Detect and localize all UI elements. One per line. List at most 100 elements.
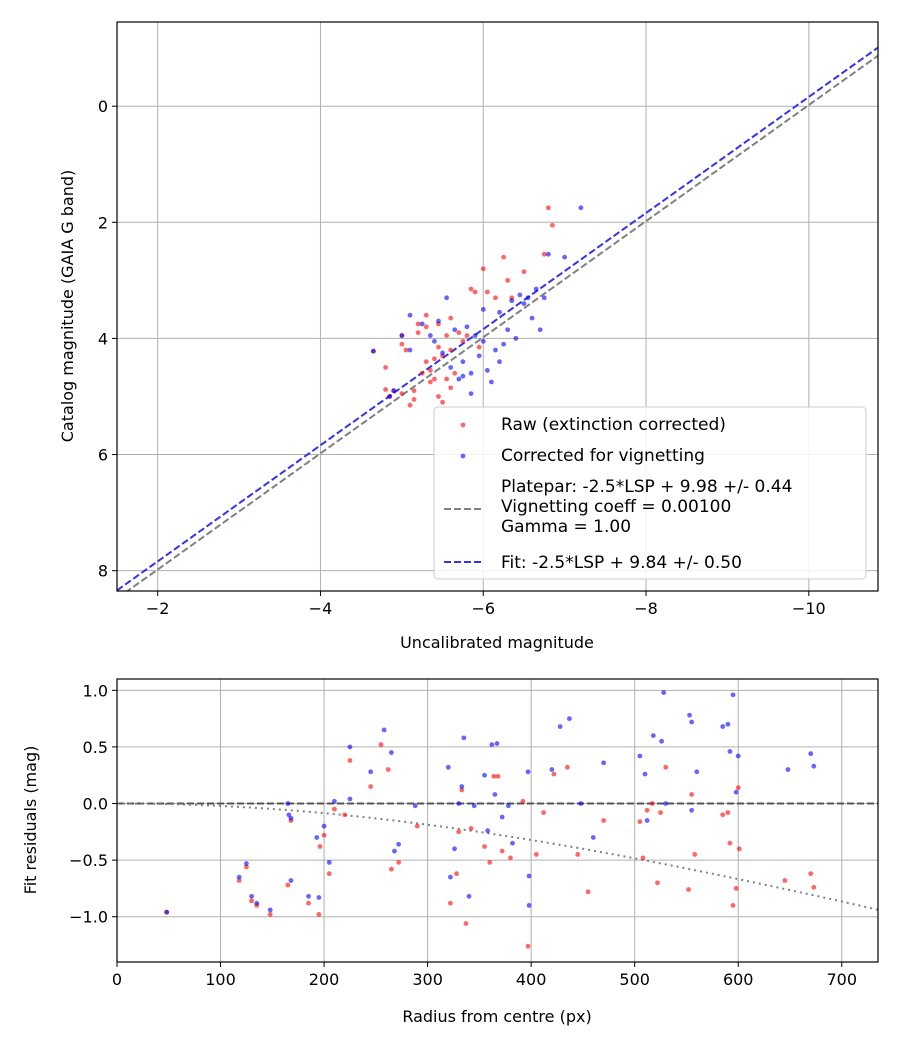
bottom-point-series-1 [644,818,650,823]
bottom-x-tick-label: 500 [619,970,650,989]
top-point-series-1 [448,365,454,370]
top-point-series-1 [537,327,543,333]
bottom-point-series-1 [578,801,584,806]
top-point-series-0 [423,312,429,318]
top-point-series-1 [370,348,376,354]
bottom-point-series-0 [644,807,650,813]
bottom-point-series-0 [663,764,669,770]
bottom-point-series-1 [267,907,273,913]
top-point-series-0 [541,251,547,257]
bottom-point-series-1 [735,753,741,759]
bottom-point-series-0 [396,859,402,865]
bottom-point-series-0 [725,810,731,815]
bottom-y-tick-label: −0.5 [69,851,108,870]
bottom-y-tick-label: 1.0 [83,681,108,700]
bottom-point-series-1 [347,744,353,750]
bottom-point-series-1 [456,801,462,806]
bottom-point-series-1 [244,861,249,866]
legend-box [433,406,867,580]
bottom-point-series-1 [164,909,170,915]
bottom-point-series-1 [485,828,491,834]
bottom-point-series-1 [494,741,500,746]
bottom-point-series-0 [244,864,249,870]
top-point-series-0 [423,324,429,330]
bottom-point-series-0 [692,852,698,857]
top-point-series-0 [415,321,421,327]
bottom-point-series-1 [725,721,731,727]
bottom-point-series-1 [499,814,505,820]
bottom-point-series-1 [661,690,667,695]
top-y-tick-label: 0 [98,97,108,116]
legend-entry-raw: Raw (extinction corrected) [501,415,726,435]
top-point-series-0 [411,396,417,402]
bottom-point-series-1 [392,848,397,854]
top-point-series-1 [468,391,474,396]
top-point-series-1 [505,327,511,333]
bottom-point-series-0 [459,787,465,793]
top-point-series-0 [545,205,551,211]
top-fit-line-2 [125,54,878,591]
top-point-series-0 [427,379,433,385]
bottom-x-tick-label: 0 [112,970,122,989]
top-plot-frame [116,21,879,592]
bottom-point-series-0 [637,819,643,825]
bottom-x-axis-label: Radius from centre (px) [402,1007,591,1026]
top-y-tick-label: 2 [98,213,108,232]
top-point-series-1 [464,324,470,330]
top-y-tick-label: 8 [98,562,108,581]
top-point-series-1 [497,309,502,315]
bottom-point-series-1 [642,771,648,777]
bottom-point-series-0 [533,852,539,857]
bottom-point-series-1 [510,840,515,846]
bottom-point-series-0 [640,855,646,861]
bottom-point-series-1 [505,803,511,809]
bottom-point-series-1 [388,750,394,755]
bottom-point-series-1 [288,815,294,821]
bottom-point-series-1 [321,823,327,829]
bottom-point-series-0 [491,773,497,779]
top-point-series-0 [448,315,454,321]
bottom-x-tick-label: 600 [723,970,754,989]
top-point-series-0 [476,344,482,350]
top-point-series-0 [448,347,454,353]
bottom-point-series-0 [368,784,374,789]
bottom-point-series-0 [326,871,332,877]
top-point-series-1 [513,336,519,341]
top-point-series-0 [452,370,458,376]
legend-entry-corrected: Corrected for vignetting [501,446,705,466]
bottom-point-series-1 [663,801,669,806]
legend-entry-fit: Fit: -2.5*LSP + 9.84 +/- 0.50 [501,553,742,573]
top-point-series-1 [436,318,441,324]
legend-entry-platepar: Platepar: -2.5*LSP + 9.98 +/- 0.44 Vignet… [501,477,792,537]
top-point-series-1 [427,333,433,338]
bottom-data-points [164,690,817,949]
top-point-series-0 [403,347,409,353]
top-y-tick-label: 6 [98,446,108,465]
top-point-series-1 [419,321,425,327]
top-point-series-1 [391,388,397,394]
top-point-series-0 [440,399,445,405]
top-x-tick-label: −10 [792,599,826,618]
bottom-point-series-1 [687,712,692,718]
bottom-point-series-1 [314,835,320,840]
top-point-series-1 [480,307,486,312]
bottom-point-series-0 [520,798,526,804]
bottom-reference-lines [117,802,878,911]
bottom-point-series-1 [285,801,291,806]
bottom-point-series-1 [368,769,374,775]
bottom-x-tick-label: 100 [205,970,236,989]
bottom-point-series-0 [730,903,736,908]
bottom-x-tick-label: 400 [516,970,547,989]
bottom-point-series-1 [525,769,531,775]
bottom-point-series-0 [332,806,337,812]
bottom-y-tick-label: 0.0 [83,795,108,814]
top-point-series-1 [399,333,405,338]
top-point-series-0 [480,266,486,272]
top-x-tick-label: −6 [471,599,495,618]
top-point-series-0 [493,295,498,301]
bottom-point-series-1 [785,767,791,772]
top-point-series-1 [529,315,535,321]
top-point-series-1 [578,205,584,211]
